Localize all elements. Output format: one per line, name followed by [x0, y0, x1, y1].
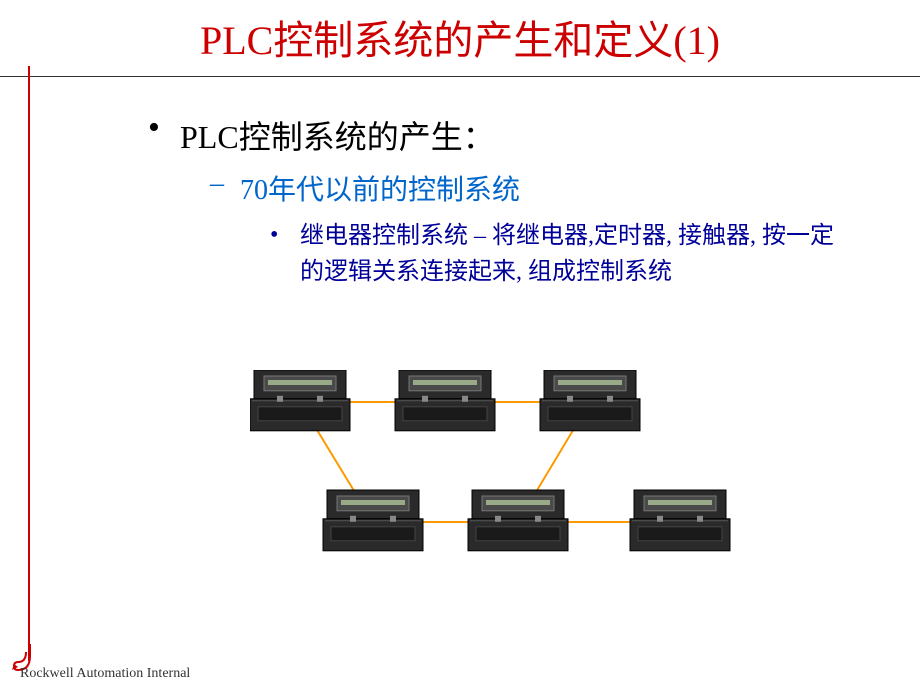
diagram-node: [323, 490, 423, 551]
content-area: PLC控制系统的产生： 70年代以前的控制系统 继电器控制系统 – 将继电器,定…: [130, 112, 920, 290]
diagram-node: [630, 490, 730, 551]
slide-title: PLC控制系统的产生和定义(1): [0, 0, 920, 66]
horizontal-rule: [0, 76, 920, 77]
vertical-accent-line: [28, 66, 30, 661]
bullet-level-3: 继电器控制系统 – 将继电器,定时器, 接触器, 按一定的逻辑关系连接起来, 组…: [260, 218, 850, 290]
bullet-level-1: PLC控制系统的产生：: [130, 112, 920, 158]
slide: PLC控制系统的产生和定义(1) PLC控制系统的产生： 70年代以前的控制系统…: [0, 0, 920, 690]
diagram-node: [468, 490, 568, 551]
diagram-node: [250, 370, 350, 431]
diagram-node: [540, 370, 640, 431]
network-diagram: [250, 370, 770, 600]
bullet-level-2: 70年代以前的控制系统: [200, 168, 920, 208]
diagram-node: [395, 370, 495, 431]
footer-text: Rockwell Automation Internal: [20, 666, 190, 682]
